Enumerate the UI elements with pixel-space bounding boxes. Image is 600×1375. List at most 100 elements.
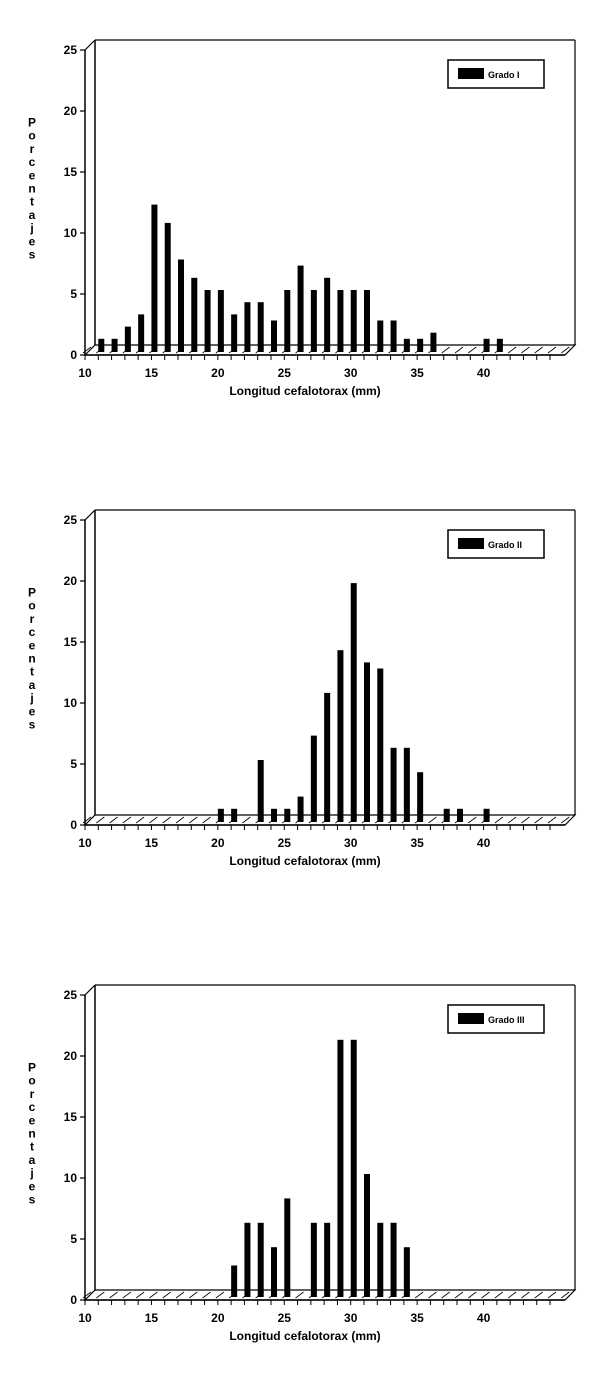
y-tick-label: 25: [64, 988, 78, 1002]
y-tick-label: 10: [64, 226, 78, 240]
floor-hatch: [494, 1291, 504, 1299]
x-tick-label: 25: [278, 366, 292, 380]
y-tick-label: 0: [70, 348, 77, 362]
floor-hatch: [149, 816, 158, 824]
bar: [364, 290, 370, 352]
x-tick-label: 40: [477, 836, 491, 850]
floor-hatch: [494, 816, 504, 824]
bar: [350, 583, 357, 822]
bar: [191, 277, 198, 352]
bar: [284, 1198, 291, 1297]
x-tick-label: 25: [278, 836, 292, 850]
x-axis-label: Longitud cefalotorax (mm): [229, 854, 380, 868]
x-tick-label: 20: [211, 366, 225, 380]
bar: [390, 1222, 397, 1297]
floor-hatch: [428, 1291, 437, 1299]
floor-hatch: [428, 816, 437, 824]
legend-swatch: [458, 1013, 484, 1024]
bar: [324, 692, 331, 822]
chart-grado-2-svg: 0 5 10 15 20 25 10 15 20 25 30 35 40 P o r c e n t a j e s Longi…: [28, 509, 577, 868]
floor-hatch: [547, 346, 557, 354]
y-tick-label: 20: [64, 104, 78, 118]
floor-hatch: [481, 1291, 490, 1299]
floor-hatch: [547, 816, 557, 824]
bar: [310, 1222, 317, 1297]
floor-hatch: [561, 816, 570, 824]
floor-hatch: [295, 1291, 304, 1299]
x-tick-label: 20: [211, 836, 225, 850]
bar: [257, 1222, 264, 1297]
bar: [457, 808, 463, 822]
bar: [124, 326, 131, 352]
bar: [297, 796, 304, 822]
x-tick-label: 10: [78, 366, 92, 380]
bar: [310, 290, 317, 352]
bar: [403, 747, 410, 822]
bar: [390, 747, 397, 822]
y-tick-label: 20: [64, 574, 78, 588]
y-tick-label: 0: [70, 818, 77, 832]
floor-hatch: [454, 346, 464, 354]
floor-hatch: [109, 1291, 118, 1299]
bar: [324, 277, 331, 352]
x-tick-label: 30: [344, 1311, 358, 1325]
floor-hatch: [109, 816, 118, 824]
x-axis-label: Longitud cefalotorax (mm): [229, 1329, 380, 1343]
bar: [138, 314, 145, 352]
bar: [483, 808, 490, 822]
x-tick-label: 35: [410, 1311, 424, 1325]
floor-hatch: [135, 1291, 145, 1299]
bar: [244, 1222, 251, 1297]
bar: [217, 808, 224, 822]
bar: [271, 808, 277, 822]
floor-hatch: [149, 1291, 158, 1299]
floor-hatch: [521, 346, 530, 354]
bar: [151, 204, 158, 352]
y-tick-label: 15: [64, 165, 78, 179]
y-tick-label: 25: [64, 513, 78, 527]
chart-grado-1-svg: 0 5 10 15 20 25 10 15 20 25 30 35 40 P o r c e n t a j e s Longi…: [28, 39, 577, 398]
floor-hatch: [534, 816, 543, 824]
bar: [217, 290, 224, 352]
bar: [496, 338, 503, 352]
legend-swatch: [458, 68, 484, 79]
x-axis-label: Longitud cefalotorax (mm): [229, 384, 380, 398]
floor-hatch: [189, 1291, 198, 1299]
floor-hatch: [468, 816, 477, 824]
bar: [164, 222, 171, 352]
bar: [430, 332, 437, 352]
bar: [231, 808, 238, 822]
floor-hatch: [521, 1291, 530, 1299]
floor-hatch: [175, 1291, 185, 1299]
floor-hatch: [242, 816, 251, 824]
x-tick-label: 40: [477, 1311, 491, 1325]
floor-hatch: [507, 816, 517, 824]
bar: [377, 1222, 384, 1297]
legend-label: Grado I: [488, 70, 520, 80]
bar: [284, 808, 291, 822]
x-tick-label: 10: [78, 1311, 92, 1325]
bar: [390, 320, 397, 352]
floor-hatch: [534, 1291, 543, 1299]
floor-hatch: [507, 1291, 517, 1299]
y-tick-label: 5: [70, 287, 77, 301]
bar: [337, 1039, 344, 1297]
floor-hatch: [189, 816, 198, 824]
x-tick-label: 15: [145, 366, 159, 380]
legend-label: Grado II: [488, 540, 522, 550]
floor-hatch: [96, 816, 105, 824]
bar: [417, 338, 424, 352]
chart-grado-3-svg: 0 5 10 15 20 25 10 15 20 25 30 35 40 P o r c e n t a j e s Longi…: [28, 984, 577, 1343]
bar: [178, 259, 184, 352]
floor-hatch: [122, 1291, 132, 1299]
floor-hatch: [96, 1291, 105, 1299]
bar: [350, 290, 357, 352]
bar: [284, 290, 291, 352]
bar: [231, 314, 238, 352]
floor-hatch: [441, 346, 450, 354]
